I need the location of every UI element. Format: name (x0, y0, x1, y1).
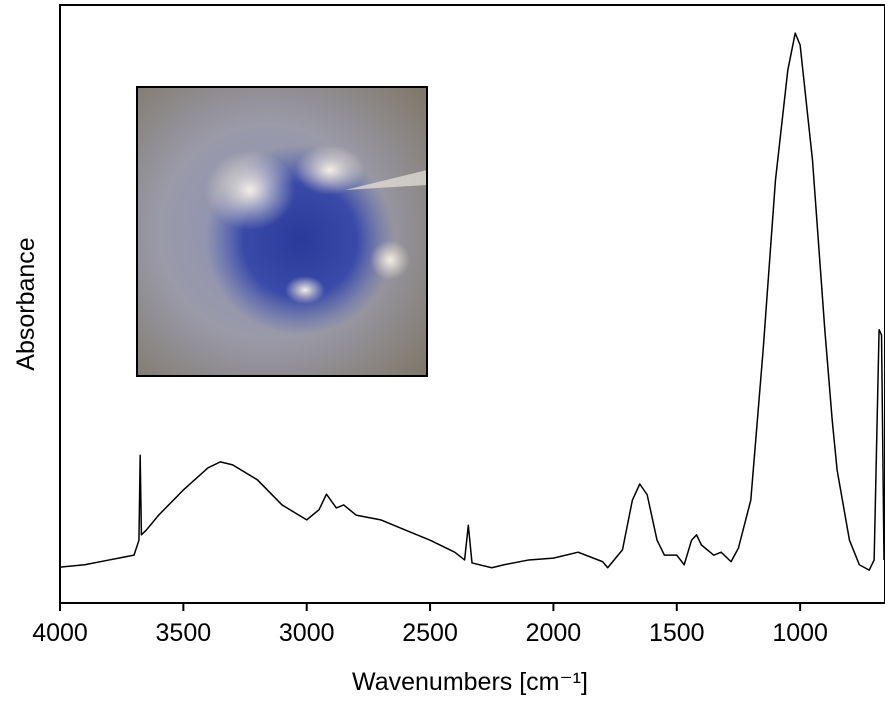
inset-photo (136, 86, 428, 377)
x-tick-label: 2500 (402, 619, 458, 647)
x-tick-label: 4000 (32, 619, 88, 647)
x-tick-label: 2000 (526, 619, 582, 647)
x-tick-label: 1000 (772, 619, 828, 647)
spectrum-line (59, 32, 885, 571)
x-tick-label: 3000 (279, 619, 335, 647)
x-axis-label: Wavenumbers [cm⁻¹] (352, 668, 588, 696)
y-axis-label: Absorbance (12, 237, 40, 370)
plot-frame (59, 4, 885, 604)
x-tick-label: 3500 (156, 619, 212, 647)
x-tick-label: 1500 (649, 619, 705, 647)
